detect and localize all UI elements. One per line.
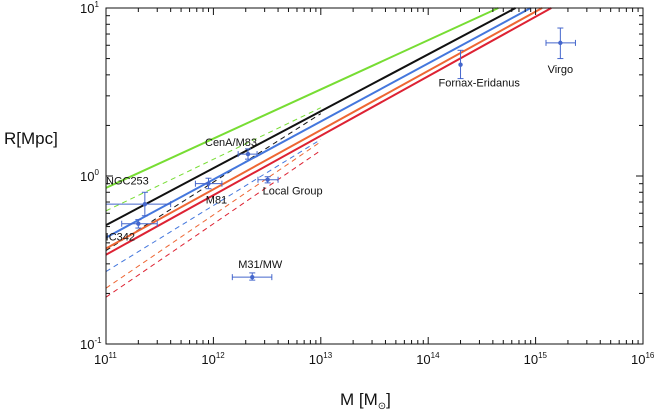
x-axis-title-base: M [M xyxy=(340,390,378,409)
data-point-label: M31/MW xyxy=(238,259,283,271)
data-point-marker xyxy=(245,151,251,157)
x-tick-label: 1011 xyxy=(94,351,117,367)
series-black-line xyxy=(105,7,516,227)
x-tick-label: 1012 xyxy=(201,351,225,367)
x-tick-label-base: 10 xyxy=(631,352,645,367)
data-point-local-group: Local Group xyxy=(257,176,323,198)
data-point-marker xyxy=(265,177,270,182)
y-tick-label-base: 10 xyxy=(80,169,94,184)
series-orange-line xyxy=(105,7,543,250)
data-point-fornax-eridanus: Fornax-Eridanus xyxy=(439,49,521,90)
series-red-line xyxy=(105,7,552,256)
y-tick-label-base: 10 xyxy=(80,1,94,16)
data-point-m81: M81 xyxy=(194,177,227,207)
data-point-label: Virgo xyxy=(548,64,573,76)
data-point-marker xyxy=(142,201,148,207)
data-point-label: IC342 xyxy=(106,232,135,244)
x-axis-title-subscript: ⊙ xyxy=(378,401,386,412)
data-point-m31-mw: M31/MW xyxy=(231,259,283,281)
series-orange-dashed-line xyxy=(105,141,322,289)
x-tick-label-exponent: 15 xyxy=(538,351,547,360)
data-point-label: Local Group xyxy=(263,186,323,198)
x-tick-label-exponent: 12 xyxy=(216,351,225,360)
data-point-label: NGC253 xyxy=(106,175,149,187)
x-tick-label-base: 10 xyxy=(524,352,538,367)
data-point-ic342: IC342 xyxy=(106,219,158,244)
y-tick-label-exponent: 0 xyxy=(94,168,99,177)
y-tick-label-base: 10 xyxy=(80,337,94,352)
y-tick-label: 10-1 xyxy=(80,336,102,352)
x-tick-label-exponent: 14 xyxy=(431,351,440,360)
data-point-label: M81 xyxy=(206,195,227,207)
data-point-virgo: Virgo xyxy=(545,27,576,76)
x-axis-title: M [M⊙] xyxy=(340,390,391,412)
series-blue-dashed-line xyxy=(105,139,322,272)
x-tick-label-base: 10 xyxy=(201,352,215,367)
x-tick-label: 1013 xyxy=(309,351,333,367)
y-tick-label: 100 xyxy=(80,168,99,184)
y-tick-label-exponent: 1 xyxy=(94,0,99,9)
y-tick-label: 101 xyxy=(80,0,99,16)
x-tick-label-base: 10 xyxy=(94,352,108,367)
x-tick-label: 1015 xyxy=(524,351,548,367)
data-point-marker xyxy=(250,274,255,280)
series-lines xyxy=(105,7,552,298)
data-point-label: CenA/M83 xyxy=(205,137,257,149)
x-tick-label-base: 10 xyxy=(309,352,323,367)
x-tick-label: 1014 xyxy=(416,351,440,367)
data-point-marker xyxy=(558,40,563,46)
series-red-dashed-line xyxy=(105,150,322,298)
series-black-dashed-line xyxy=(105,113,322,251)
y-axis-title: R[Mpc] xyxy=(4,129,58,148)
y-tick-label-exponent: -1 xyxy=(94,336,102,345)
x-tick-label-exponent: 11 xyxy=(108,351,117,360)
x-tick-label-base: 10 xyxy=(416,352,430,367)
data-point-marker xyxy=(136,221,141,226)
data-points: Virgo Fornax-Eridanus CenA/M83 M81 Local Gro… xyxy=(106,27,576,281)
series-green-line xyxy=(105,7,499,189)
series-blue-line xyxy=(105,7,532,239)
series-green-dashed-line xyxy=(105,107,322,212)
data-point-marker xyxy=(458,62,463,67)
x-tick-label: 1016 xyxy=(631,351,654,367)
data-point-cena-m83: CenA/M83 xyxy=(205,137,258,160)
data-point-ngc253: NGC253 xyxy=(106,175,172,217)
data-point-label: Fornax-Eridanus xyxy=(439,78,521,90)
x-axis-title-close: ] xyxy=(386,390,391,409)
data-point-marker xyxy=(206,181,211,186)
x-tick-label-exponent: 16 xyxy=(645,351,654,360)
x-tick-label-exponent: 13 xyxy=(323,351,332,360)
